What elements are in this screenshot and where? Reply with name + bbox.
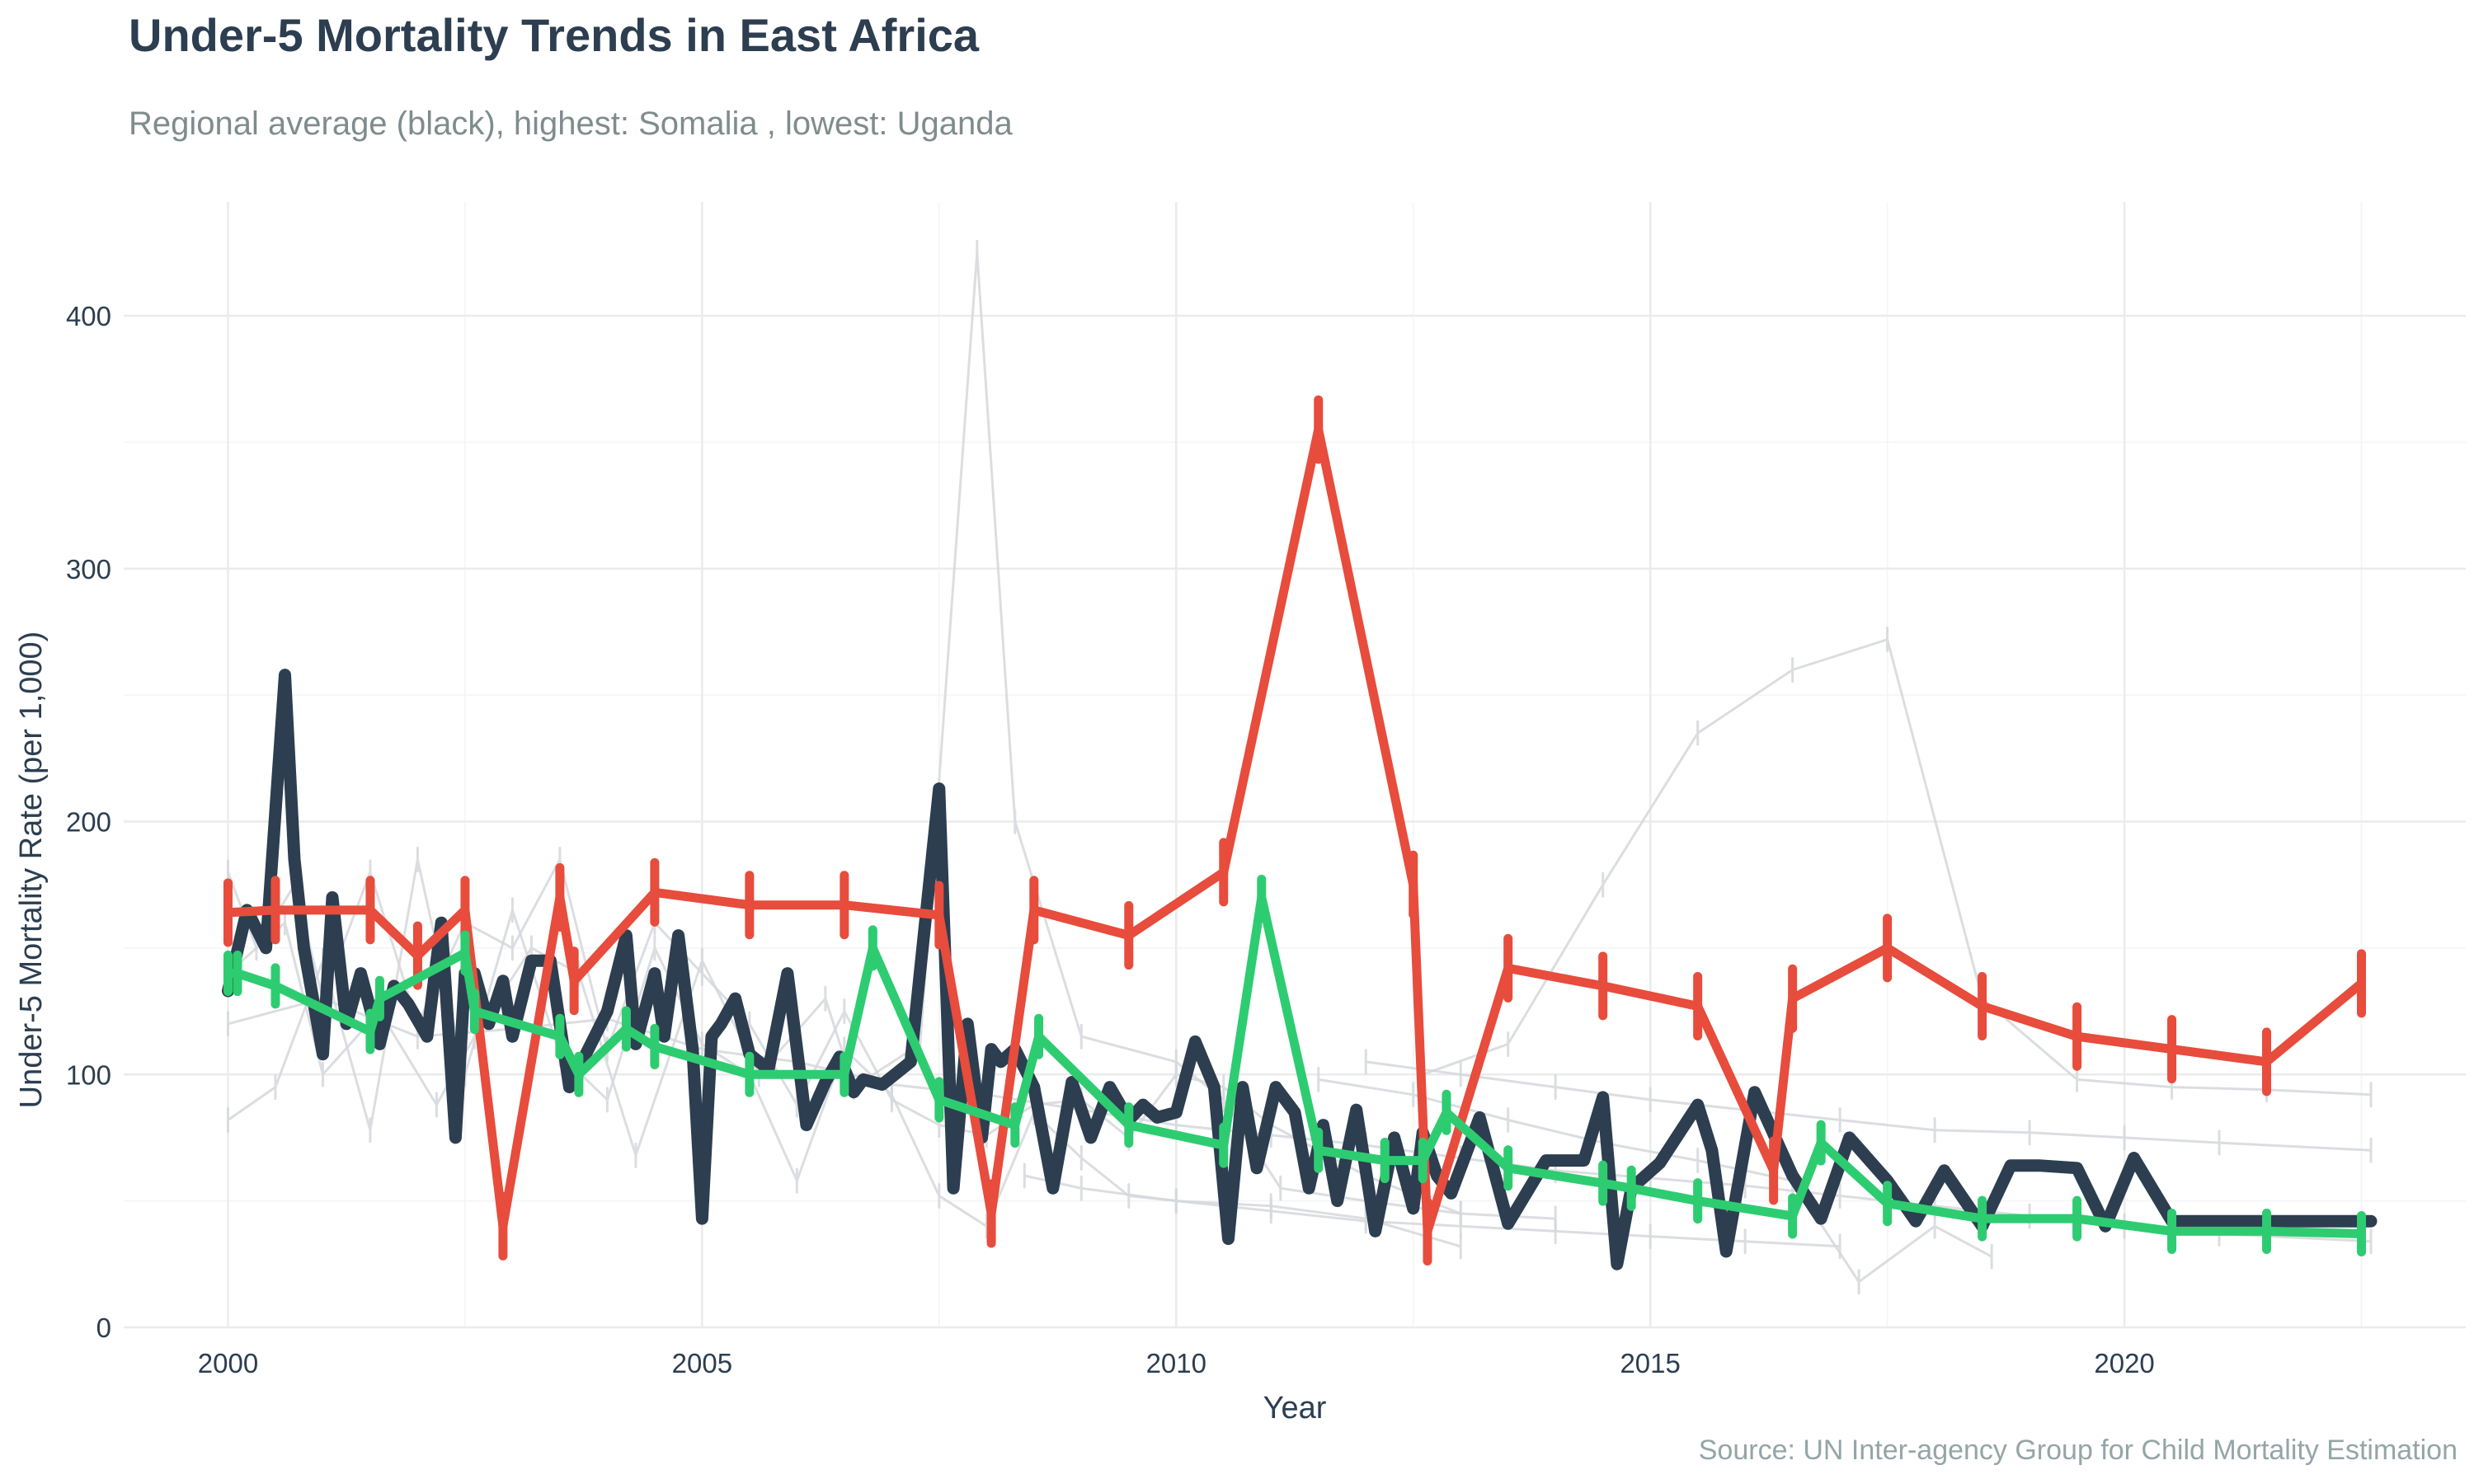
x-tick-label: 2005: [672, 1348, 732, 1378]
grid-lines: [124, 202, 2466, 1329]
series-lowest-10: [223, 875, 2367, 1257]
y-tick-label: 200: [66, 807, 111, 838]
series-average-8: [222, 669, 2378, 1270]
y-tick-label: 0: [96, 1313, 111, 1343]
chart-subtitle: Regional average (black), highest: Somal…: [129, 106, 1013, 142]
y-tick-label: 300: [66, 554, 111, 585]
series-line: [223, 425, 2366, 1236]
series-lines: [222, 239, 2378, 1295]
series-highest-9: [223, 395, 2367, 1266]
series-background-3: [1421, 627, 2373, 1108]
chart-title: Under-5 Mortality Trends in East Africa: [129, 9, 980, 61]
series-background-7: [1023, 1162, 1841, 1260]
tick-labels: 2000 2005 2010 2015 2020 0 100 200 300 400: [66, 301, 2155, 1378]
y-tick-label: 100: [66, 1059, 111, 1090]
x-tick-label: 2000: [198, 1348, 258, 1378]
x-tick-label: 2020: [2094, 1348, 2154, 1378]
y-tick-label: 400: [66, 301, 111, 331]
x-axis-title: Year: [1263, 1391, 1327, 1425]
series-line: [222, 669, 2378, 1270]
y-axis-title: Under-5 Mortality Rate (per 1,000): [14, 632, 49, 1109]
series-background-6: [1364, 1049, 2373, 1163]
chart-caption: Source: UN Inter-agency Group for Child …: [1698, 1435, 2458, 1466]
series-line: [1421, 638, 2373, 1097]
x-tick-label: 2010: [1146, 1348, 1206, 1378]
series-line: [1023, 1174, 1841, 1248]
x-tick-label: 2015: [1620, 1348, 1680, 1378]
